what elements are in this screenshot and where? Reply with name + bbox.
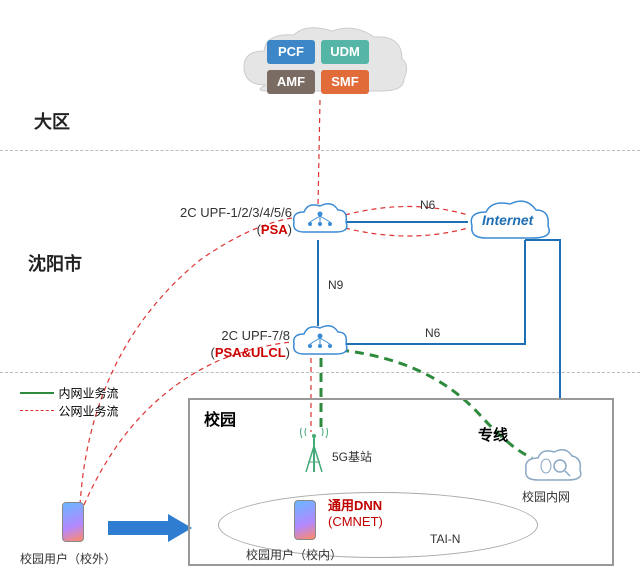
edge-n9: N9 (328, 278, 343, 292)
campus-box-label: 校园 (204, 406, 236, 430)
upf2-label: 2C UPF-7/8 (PSA&ULCL) (150, 328, 290, 362)
nf-amf: AMF (267, 70, 315, 94)
upf1-label: 2C UPF-1/2/3/4/5/6 (PSA) (152, 205, 292, 239)
internet-node: Internet (466, 198, 554, 251)
campus-net-label: 校园内网 (522, 488, 570, 505)
dnn-line1: 通用DNN (328, 498, 382, 513)
phone-in-icon (294, 500, 316, 540)
nf-pcf: PCF (267, 40, 315, 64)
phone-out-icon (62, 502, 84, 542)
region-top-label: 大区 (34, 108, 70, 134)
region-divider-2 (0, 372, 640, 373)
internet-label: Internet (482, 212, 533, 228)
legend-item-2: 公网业务流 (20, 402, 118, 420)
edge-n6-2: N6 (425, 326, 440, 340)
upf1-psa: PSA (261, 222, 288, 237)
tai-label: TAI-N (430, 532, 460, 546)
gnb-label: 5G基站 (332, 448, 372, 465)
upf1-name: 2C UPF-1/2/3/4/5/6 (180, 205, 292, 220)
upf1-node (290, 200, 350, 247)
upf2-name: 2C UPF-7/8 (221, 328, 290, 343)
nf-udm: UDM (321, 40, 369, 64)
dnn-line2: (CMNET) (328, 514, 383, 529)
edge-n6-1: N6 (420, 198, 435, 212)
region-divider-1 (0, 150, 640, 151)
leased-line-label: 专线 (478, 424, 508, 445)
nf-smf: SMF (321, 70, 369, 94)
legend-item-1: 内网业务流 (20, 384, 118, 402)
core-cloud: PCFUDM AMFSMF (236, 25, 411, 108)
upf2-node (290, 322, 350, 369)
region-mid-label: 沈阳市 (28, 250, 82, 276)
upf2-psa: PSA&ULCL (215, 345, 286, 360)
legend: 内网业务流 公网业务流 (20, 384, 118, 420)
legend-label-2: 公网业务流 (58, 404, 118, 418)
legend-label-1: 内网业务流 (58, 386, 118, 400)
phone-in-label: 校园用户（校内） (246, 546, 342, 563)
gnb-icon (298, 428, 330, 481)
dnn-label: 通用DNN (CMNET) (328, 498, 383, 529)
phone-out-label: 校园用户（校外） (20, 550, 116, 567)
